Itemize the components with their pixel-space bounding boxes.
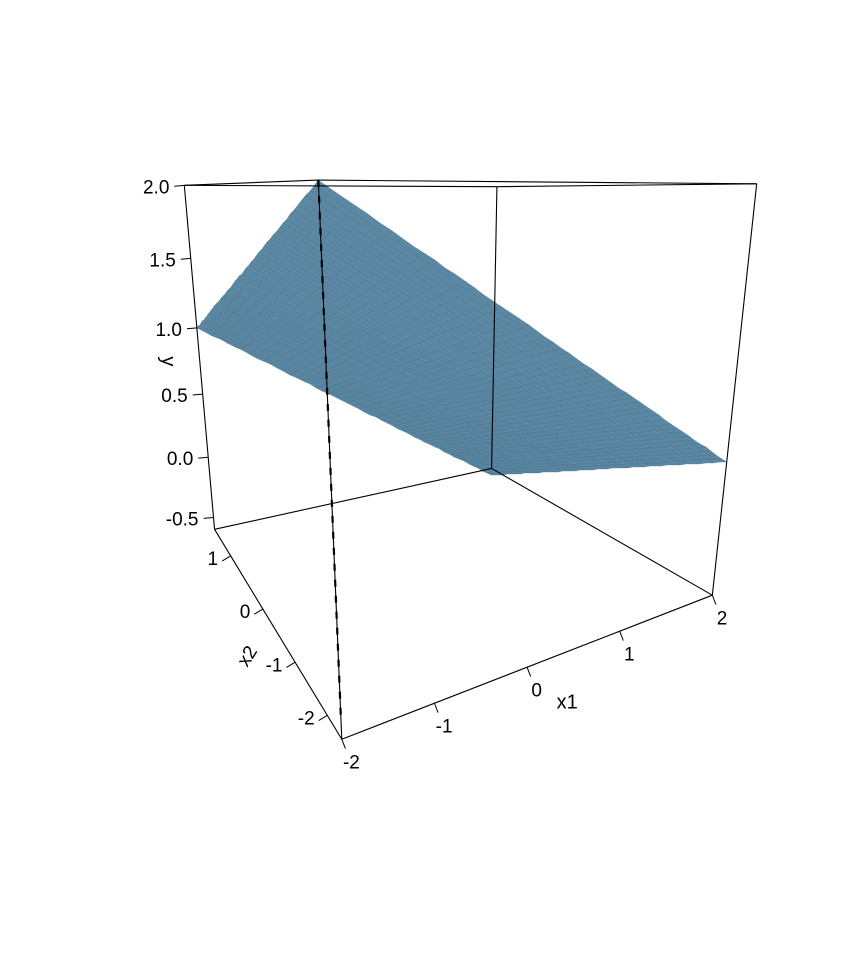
svg-text:-1: -1 — [266, 655, 283, 676]
svg-text:x1: x1 — [557, 691, 578, 713]
svg-text:1: 1 — [624, 645, 635, 666]
svg-text:2.0: 2.0 — [143, 177, 169, 198]
svg-text:y: y — [157, 356, 179, 366]
svg-text:-2: -2 — [343, 753, 360, 774]
svg-text:0.0: 0.0 — [167, 449, 193, 470]
svg-text:-0.5: -0.5 — [166, 509, 199, 530]
svg-text:1: 1 — [208, 549, 219, 570]
svg-text:0.5: 0.5 — [161, 386, 187, 407]
svg-text:1.5: 1.5 — [149, 250, 175, 271]
svg-text:1.0: 1.0 — [155, 320, 181, 341]
svg-text:2: 2 — [717, 609, 728, 630]
svg-text:0: 0 — [531, 681, 542, 702]
svg-text:0: 0 — [240, 602, 251, 623]
svg-text:-2: -2 — [298, 709, 315, 730]
svg-text:-1: -1 — [436, 717, 453, 738]
